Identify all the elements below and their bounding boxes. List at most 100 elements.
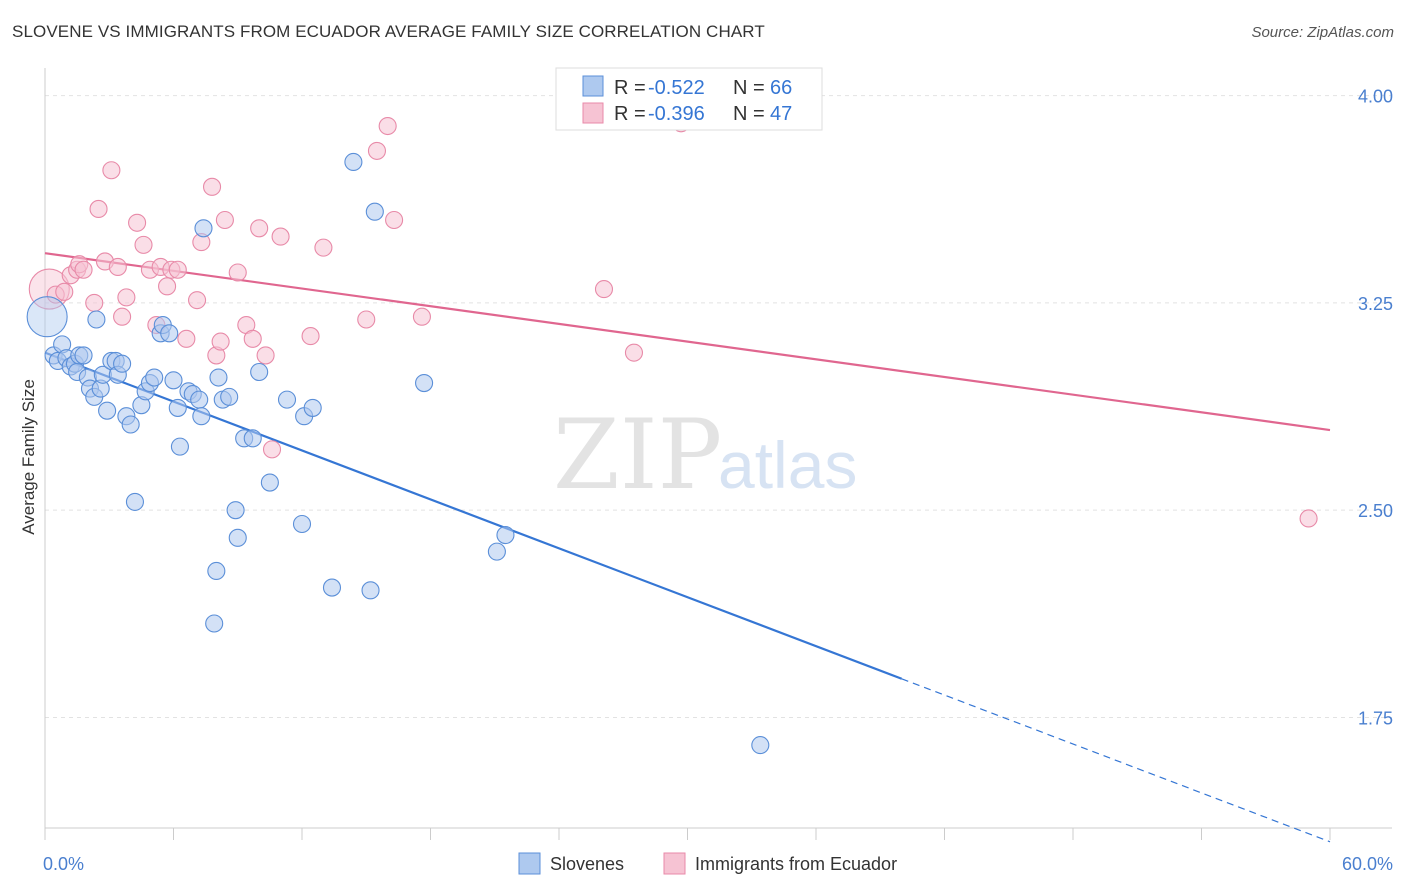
watermark-atlas: atlas xyxy=(718,428,857,502)
chart-title: SLOVENE VS IMMIGRANTS FROM ECUADOR AVERA… xyxy=(12,22,765,41)
watermark-zip: ZIP xyxy=(553,399,722,511)
y-axis-title: Average Family Size xyxy=(19,379,38,535)
slovene-point xyxy=(277,390,297,409)
slovene-point xyxy=(160,324,179,343)
slovene-point xyxy=(322,578,342,597)
slovene-point xyxy=(496,526,515,545)
correlation-legend: R = -0.522 N = 66 R = -0.396 N = 47 xyxy=(555,67,823,131)
legend-n-value-1: 66 xyxy=(770,77,792,99)
ecuador-point xyxy=(128,213,147,232)
slovene-point xyxy=(113,354,132,373)
ecuador-points xyxy=(28,114,1318,528)
slovene-trend-extension xyxy=(901,678,1331,843)
ecuador-point xyxy=(168,260,187,279)
ecuador-point xyxy=(113,307,132,326)
bottom-legend-swatch-ecuador xyxy=(663,852,686,875)
slovene-trend-line xyxy=(44,351,903,680)
y-tick-label: 3.25 xyxy=(1358,294,1393,314)
ecuador-point xyxy=(55,282,74,301)
slovene-point xyxy=(415,374,434,393)
ecuador-point xyxy=(262,440,282,459)
slovene-point xyxy=(292,514,312,534)
watermark: ZIP atlas xyxy=(553,399,857,511)
bottom-legend-swatch-slovenes xyxy=(518,852,541,875)
ecuador-point xyxy=(367,141,387,160)
y-tick-label: 2.50 xyxy=(1358,501,1393,521)
bottom-legend-ecuador: Immigrants from Ecuador xyxy=(695,854,897,874)
legend-n-label-1: N = xyxy=(733,77,765,99)
source-credit: Source: ZipAtlas.com xyxy=(1251,24,1394,41)
slovene-point xyxy=(487,542,506,561)
legend-r-value-1: -0.522 xyxy=(648,77,705,99)
ecuador-point xyxy=(228,263,247,282)
ecuador-point xyxy=(211,332,230,351)
legend-n-value-2: 47 xyxy=(770,103,792,125)
legend-n-label-2: N = xyxy=(733,103,765,125)
slovene-point xyxy=(220,387,239,406)
x-tick-label: 0.0% xyxy=(43,854,84,874)
ecuador-point xyxy=(256,346,275,365)
ecuador-point xyxy=(624,343,644,362)
slovene-point xyxy=(145,368,164,387)
ecuador-trend-line xyxy=(44,252,1331,432)
y-tick-labels: 4.00 3.25 2.50 1.75 xyxy=(1358,87,1393,729)
legend-r-value-2: -0.396 xyxy=(648,103,705,125)
slovene-point xyxy=(250,362,269,382)
y-tick-label: 1.75 xyxy=(1358,708,1393,728)
bottom-legend-slovenes: Slovenes xyxy=(550,854,624,874)
ecuador-point xyxy=(74,260,93,279)
ecuador-point xyxy=(134,235,153,254)
x-tick-labels: 0.0% 60.0% xyxy=(43,854,1393,874)
ecuador-point xyxy=(108,257,127,277)
slovene-point xyxy=(303,398,322,417)
slovene-point xyxy=(194,219,213,238)
ecuador-point xyxy=(85,293,104,312)
slovene-point xyxy=(192,407,211,426)
slovene-point xyxy=(344,152,363,172)
slovene-points xyxy=(26,152,770,755)
ecuador-point xyxy=(594,280,614,299)
slovene-point xyxy=(205,614,224,633)
ecuador-point xyxy=(412,307,431,326)
ecuador-point xyxy=(314,238,333,257)
axes xyxy=(44,68,1392,840)
ecuador-point xyxy=(117,288,136,307)
slovene-point xyxy=(121,415,140,434)
slovene-point xyxy=(243,429,262,448)
slovene-point xyxy=(164,371,183,390)
legend-r-label-2: R = xyxy=(614,103,646,125)
legend-r-label-1: R = xyxy=(614,77,646,99)
slovene-point xyxy=(87,310,106,329)
slovene-point xyxy=(26,296,68,338)
ecuador-point xyxy=(301,327,320,346)
y-tick-label: 4.00 xyxy=(1358,87,1393,107)
legend-swatch-ecuador xyxy=(582,102,604,124)
slovene-point xyxy=(226,501,245,520)
ecuador-point xyxy=(357,310,376,329)
ecuador-point xyxy=(385,210,404,230)
slovene-point xyxy=(170,437,189,456)
ecuador-point xyxy=(102,161,121,180)
slovene-point xyxy=(361,581,380,600)
ecuador-point xyxy=(177,329,196,348)
series-legend: Slovenes Immigrants from Ecuador xyxy=(518,852,897,875)
slovene-point xyxy=(125,492,144,511)
slovene-point xyxy=(365,202,384,221)
ecuador-point xyxy=(158,277,177,296)
slovene-point xyxy=(190,390,209,409)
ecuador-point xyxy=(1299,509,1318,528)
slovene-point xyxy=(168,398,187,417)
ecuador-point xyxy=(203,177,222,196)
x-tick-label: 60.0% xyxy=(1342,854,1393,874)
ecuador-point xyxy=(89,199,108,218)
trend-lines xyxy=(44,252,1331,843)
ecuador-point xyxy=(243,329,262,348)
ecuador-point xyxy=(271,227,290,246)
legend-swatch-slovenes xyxy=(582,75,604,97)
ecuador-point xyxy=(188,291,207,310)
slovene-point xyxy=(228,528,247,547)
slovene-point xyxy=(74,346,93,365)
slovene-point xyxy=(98,401,117,420)
ecuador-point xyxy=(378,116,397,136)
